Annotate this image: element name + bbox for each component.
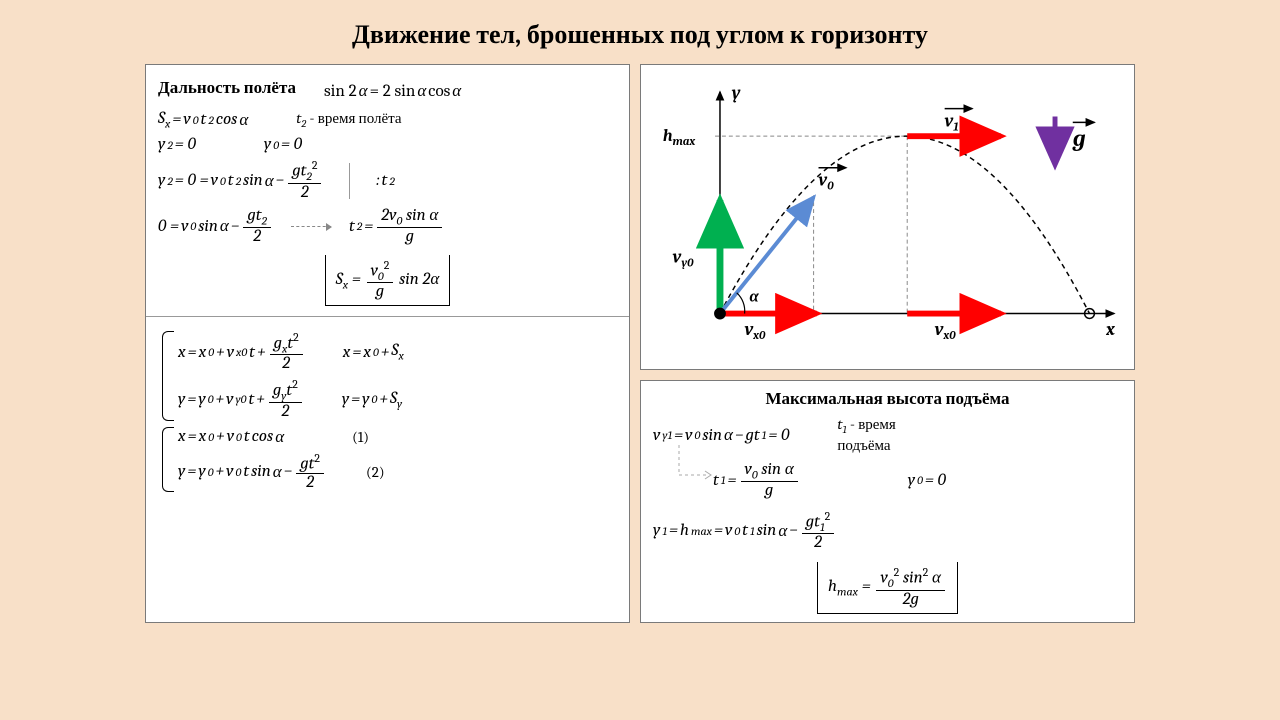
- vy1-eq: vy1 = v0 sin α − gt1 = 0: [653, 425, 789, 445]
- vx0-label-2: vx0: [934, 320, 956, 342]
- angle-arc: [737, 293, 745, 314]
- specific-equations: x = x0 + v0t cos α (1) y = y0 + v0t sin …: [158, 427, 617, 492]
- vx0-label-1: vx0: [744, 320, 766, 342]
- y2-full-eq: y2 = 0 = v0t2 sin α − gt222: [158, 159, 323, 201]
- x-label: x: [1105, 320, 1115, 340]
- panel-range-title: Дальность полёта: [158, 78, 296, 98]
- vy0-label: vy0: [672, 247, 695, 269]
- y0-zero: y0 = 0: [264, 135, 302, 154]
- trig-identity: sin 2α = 2 sin α cos α: [324, 81, 461, 101]
- arrow-icon: [291, 226, 331, 227]
- trajectory-diagram: y x hmax v0 v1 vy0 vx0 vx0 α g: [651, 75, 1124, 355]
- x-cos-eq: x = x0 + v0t cos α: [178, 427, 284, 447]
- origin-dot: [714, 308, 726, 320]
- t2-note: t2 - время полёта: [296, 109, 401, 130]
- general-equations: x = x0 + vx0t + gxt22 x = x0 + Sx y = y0…: [158, 331, 617, 421]
- x-simplified: x = x0 + Sx: [343, 341, 404, 362]
- g-label: g: [1072, 125, 1086, 152]
- y-general: y = y0 + vy0t + gyt22: [178, 378, 304, 420]
- panel-diagram: y x hmax v0 v1 vy0 vx0 vx0 α g: [640, 64, 1135, 370]
- eq-label-2: (2): [366, 463, 385, 481]
- y-sin-eq: y = y0 + v0t sin α − gt22: [178, 452, 326, 492]
- y-simplified: y = y0 + Sy: [342, 389, 402, 410]
- panel-range: Дальность полёта sin 2α = 2 sin α cos α …: [145, 64, 630, 623]
- alpha-label: α: [750, 288, 760, 307]
- v1-label: v1: [944, 111, 959, 133]
- y1-full-eq: y1 = hmax = v0t1 sin α − gt122: [653, 510, 836, 552]
- sx-equation: Sx = v0t2 cos α: [158, 109, 248, 130]
- panel-hmax-title: Максимальная высота подъёма: [653, 389, 1122, 409]
- content-grid: Дальность полёта sin 2α = 2 sin α cos α …: [0, 64, 1280, 623]
- y0-zero-hmax: y0 = 0: [908, 471, 946, 490]
- hmax-label: hmax: [663, 127, 696, 148]
- trajectory-curve: [720, 136, 1090, 313]
- connector-icon: [671, 443, 716, 485]
- v0-vector: [720, 197, 814, 313]
- v0-label: v0: [818, 170, 835, 192]
- y-label: y: [731, 84, 741, 104]
- simplified-eq: 0 = v0 sin α − gt22: [158, 207, 273, 246]
- hmax-result-boxed: hmax = v02 sin2 α2g: [817, 562, 958, 613]
- eq-label-1: (1): [352, 428, 369, 446]
- t1-result: t1 = v0 sin αg: [713, 461, 800, 500]
- sx-result-boxed: Sx = v02g sin 2α: [325, 255, 451, 306]
- t1-note: t1 - времяподъёма: [837, 415, 895, 455]
- t2-result: t2 = 2v0 sin αg: [349, 207, 444, 246]
- y2-zero: y2 = 0: [158, 135, 196, 154]
- div-t2: : t2: [376, 171, 394, 190]
- page-title: Движение тел, брошенных под углом к гори…: [0, 0, 1280, 64]
- x-general: x = x0 + vx0t + gxt22: [178, 331, 305, 373]
- panel-hmax: Максимальная высота подъёма vy1 = v0 sin…: [640, 380, 1135, 623]
